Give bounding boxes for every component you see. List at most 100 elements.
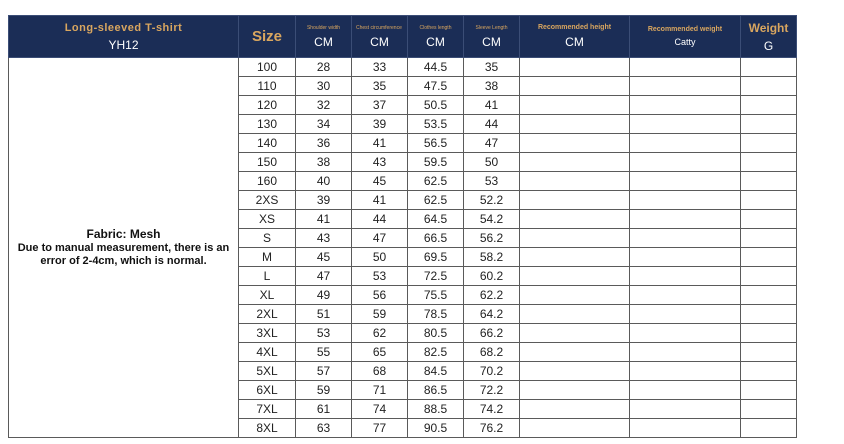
table-row: M 45 50 69.5 58.2	[9, 247, 797, 267]
shoulder-cell: 51	[295, 304, 352, 324]
note-line-2: error of 2-4cm, which is normal.	[40, 254, 207, 267]
weight-cell	[740, 247, 797, 267]
rec-height-label: Recommended height	[537, 24, 612, 31]
size-cell: 6XL	[238, 380, 296, 400]
chest-cell: 65	[351, 342, 408, 362]
rec-weight-cell	[629, 418, 741, 438]
size-cell: 5XL	[238, 361, 296, 381]
shoulder-label: Shoulder width	[306, 24, 341, 31]
rec-weight-cell	[629, 399, 741, 419]
rec-weight-cell	[629, 152, 741, 172]
size-label: Size	[251, 28, 282, 45]
shoulder-unit: CM	[314, 34, 333, 49]
rec-height-unit: CM	[565, 35, 584, 49]
shoulder-cell: 63	[295, 418, 352, 438]
weight-cell	[740, 228, 797, 248]
note-line-1: Due to manual measurement, there is an	[17, 241, 230, 254]
chest-cell: 35	[351, 76, 408, 96]
length-cell: 69.5	[407, 247, 464, 267]
rec-weight-cell	[629, 95, 741, 115]
chest-cell: 41	[351, 133, 408, 153]
sleeve-cell: 47	[463, 133, 520, 153]
rec-height-cell	[519, 95, 630, 115]
length-cell: 78.5	[407, 304, 464, 324]
chest-cell: 53	[351, 266, 408, 286]
length-cell: 50.5	[407, 95, 464, 115]
rec-height-cell	[519, 133, 630, 153]
shoulder-cell: 57	[295, 361, 352, 381]
size-cell: 110	[238, 76, 296, 96]
chest-cell: 33	[351, 57, 408, 77]
chest-header: Chest circumference CM	[351, 15, 408, 58]
rec-height-cell	[519, 190, 630, 210]
size-cell: 7XL	[238, 399, 296, 419]
shoulder-cell: 43	[295, 228, 352, 248]
size-cell: M	[238, 247, 296, 267]
weight-cell	[740, 304, 797, 324]
sleeve-cell: 35	[463, 57, 520, 77]
shoulder-cell: 38	[295, 152, 352, 172]
shoulder-cell: 32	[295, 95, 352, 115]
size-chart: Long-sleeved T-shirt YH12 Size Shoulder …	[8, 15, 797, 438]
length-cell: 53.5	[407, 114, 464, 134]
chest-cell: 37	[351, 95, 408, 115]
chest-cell: 41	[351, 190, 408, 210]
sleeve-cell: 76.2	[463, 418, 520, 438]
sleeve-cell: 74.2	[463, 399, 520, 419]
length-label: Clothes length	[419, 24, 452, 31]
rec-height-cell	[519, 323, 630, 343]
rec-height-cell	[519, 285, 630, 305]
length-cell: 44.5	[407, 57, 464, 77]
rec-weight-cell	[629, 266, 741, 286]
rec-height-cell	[519, 171, 630, 191]
rec-weight-cell	[629, 76, 741, 96]
sleeve-label: Sleeve Length	[475, 24, 508, 31]
sleeve-cell: 58.2	[463, 247, 520, 267]
table-row: 6XL 59 71 86.5 72.2	[9, 380, 797, 400]
length-cell: 66.5	[407, 228, 464, 248]
shoulder-cell: 59	[295, 380, 352, 400]
weight-cell	[740, 190, 797, 210]
rec-weight-cell	[629, 171, 741, 191]
weight-cell	[740, 418, 797, 438]
size-cell: 140	[238, 133, 296, 153]
rec-height-cell	[519, 228, 630, 248]
size-cell: 8XL	[238, 418, 296, 438]
weight-cell	[740, 285, 797, 305]
weight-cell	[740, 399, 797, 419]
length-cell: 80.5	[407, 323, 464, 343]
rec-height-cell	[519, 114, 630, 134]
size-cell: 150	[238, 152, 296, 172]
chest-cell: 50	[351, 247, 408, 267]
weight-cell	[740, 76, 797, 96]
size-cell: L	[238, 266, 296, 286]
shoulder-cell: 45	[295, 247, 352, 267]
sleeve-cell: 56.2	[463, 228, 520, 248]
sleeve-cell: 68.2	[463, 342, 520, 362]
rec-weight-cell	[629, 380, 741, 400]
sleeve-cell: 62.2	[463, 285, 520, 305]
table-row: 7XL 61 74 88.5 74.2	[9, 399, 797, 419]
length-cell: 75.5	[407, 285, 464, 305]
size-table: Long-sleeved T-shirt YH12 Size Shoulder …	[8, 15, 797, 438]
weight-cell	[740, 114, 797, 134]
shoulder-cell: 30	[295, 76, 352, 96]
table-row: 4XL 55 65 82.5 68.2	[9, 342, 797, 362]
rec-weight-cell	[629, 247, 741, 267]
rec-height-cell	[519, 76, 630, 96]
sleeve-cell: 60.2	[463, 266, 520, 286]
weight-cell	[740, 95, 797, 115]
size-cell: 100	[238, 57, 296, 77]
sleeve-cell: 64.2	[463, 304, 520, 324]
chest-cell: 56	[351, 285, 408, 305]
size-cell: XL	[238, 285, 296, 305]
rec-weight-cell	[629, 304, 741, 324]
table-row: 110 30 35 47.5 38	[9, 76, 797, 96]
length-cell: 62.5	[407, 171, 464, 191]
shoulder-cell: 41	[295, 209, 352, 229]
chest-unit: CM	[370, 34, 389, 49]
rec-height-header: Recommended height CM	[519, 15, 630, 58]
size-cell: 130	[238, 114, 296, 134]
product-header: Long-sleeved T-shirt YH12	[8, 15, 239, 58]
sleeve-cell: 41	[463, 95, 520, 115]
